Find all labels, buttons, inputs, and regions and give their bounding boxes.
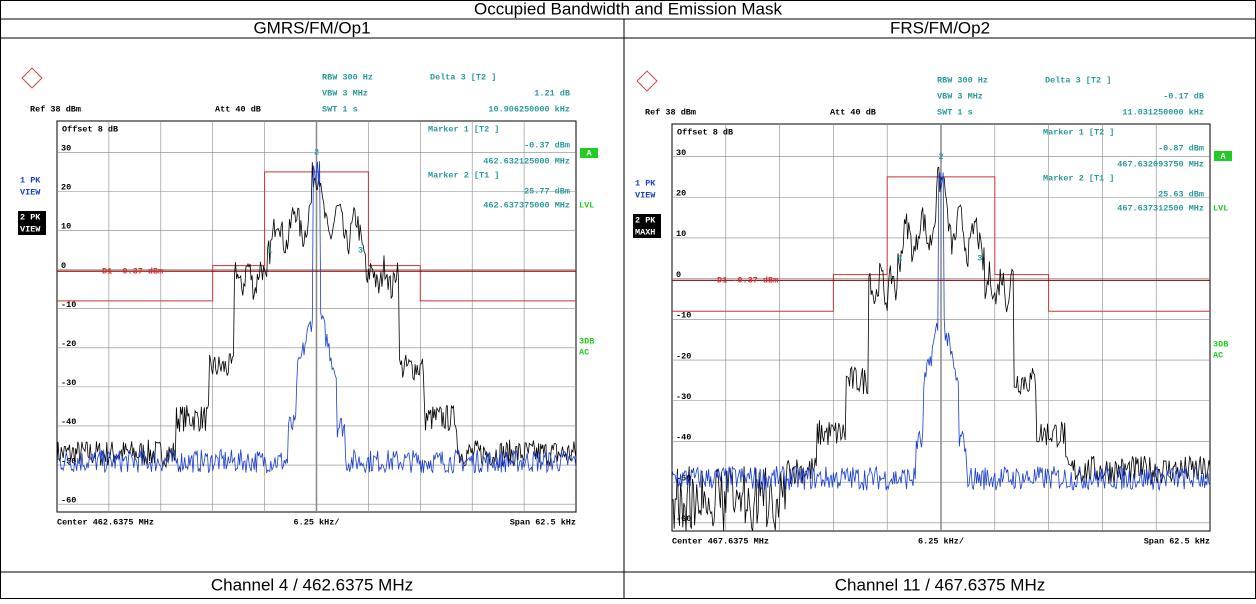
marker-1: Marker 1 [T2 ] [428,124,499,134]
logo [636,70,658,92]
display-line-label: D1 -0.37 dBm [717,276,778,286]
y-label: -30 [676,392,691,402]
marker-2-level: 25.63 dBm [1158,189,1204,199]
y-label: 0 [61,261,66,271]
delta-freq: 10.906250000 kHz [488,104,570,114]
caption: Channel 11 / 467.6375 MHz [835,575,1045,594]
y-label: -10 [61,300,76,310]
table-title: Occupied Bandwidth and Emission Mask [474,0,783,18]
trace-2-label: 2 PK [20,212,41,222]
y-label: 10 [61,222,71,232]
coupling: AC [1213,350,1223,360]
y-label: -50 [676,473,691,483]
y-label: -40 [61,417,76,427]
trace-1 [671,166,1211,532]
span-div: 6.25 kHz/ [294,517,340,527]
center-freq: Center 467.6375 MHz [672,536,769,546]
y-label: -60 [61,495,76,505]
column-heading: GMRS/FM/Op1 [253,18,370,37]
y-label: 10 [676,229,686,239]
column-heading: FRS/FM/Op2 [890,18,990,37]
y-label: -40 [676,433,691,443]
marker-1-level: -0.37 dBm [524,140,570,150]
a-badge [580,148,598,158]
swt: SWT 1 s [937,107,973,117]
trace-2-badge [633,214,661,238]
offset: Offset 8 dB [62,124,118,134]
marker-id: 3 [977,254,982,264]
display-line-label: D1 -0.37 dBm [102,266,163,276]
trace-2 [671,172,1211,492]
y-label: -50 [61,456,76,466]
offset: Offset 8 dB [677,127,733,137]
a-label: A [586,148,592,158]
logo [21,67,43,89]
marker-2: Marker 2 [T1 ] [1043,173,1114,183]
marker-2-freq: 462.637375000 MHz [483,200,570,210]
trace-1-mode: VIEW [20,187,41,197]
vbw: VBW 3 MHz [322,88,368,98]
y-label: 0 [676,270,681,280]
trace-1-mode: VIEW [635,190,656,200]
trace-1 [56,162,577,469]
span: Span 62.5 kHz [1144,536,1210,546]
marker-1: Marker 1 [T2 ] [1043,127,1114,137]
marker-1-freq: 467.632093750 MHz [1117,159,1204,169]
marker-1-freq: 462.632125000 MHz [483,156,570,166]
marker-1-level: -0.87 dBm [1158,143,1204,153]
marker-2: Marker 2 [T1 ] [428,170,499,180]
marker-2-freq: 467.637312500 MHz [1117,203,1204,213]
marker-id: 1 [897,254,902,264]
trace-2-mode: VIEW [20,224,41,234]
marker-id: 3 [358,245,363,255]
marker-2-level: 25.77 dBm [524,186,570,196]
y-label: 20 [676,189,686,199]
span-div: 6.25 kHz/ [918,536,964,546]
caption: Channel 4 / 462.6375 MHz [211,575,413,594]
delta-level: -0.17 dB [1163,91,1204,101]
y-label: -60 [676,514,691,524]
span: Span 62.5 kHz [510,517,576,527]
marker-id: 2 [938,152,943,162]
marker-id: 1 [267,245,272,255]
y-label: -10 [676,311,691,321]
a-badge [1214,151,1232,161]
trace-2-label: 2 PK [635,215,656,225]
trace-1-label: 1 PK [635,178,656,188]
lvl-label: LVL [1213,203,1228,213]
delta-marker: Delta 3 [T2 ] [430,72,496,82]
marker-id: 2 [314,148,319,158]
rbw: RBW 300 Hz [322,72,373,82]
detector: 3DB [579,336,594,346]
trace-2-mode: MAXH [635,227,655,237]
y-label: 20 [61,183,71,193]
center-freq: Center 462.6375 MHz [57,517,154,527]
coupling: AC [579,347,589,357]
detector: 3DB [1213,339,1228,349]
attenuation: Att 40 dB [830,107,876,117]
delta-freq: 11.031250000 kHz [1122,107,1204,117]
a-label: A [1220,151,1226,161]
lvl-label: LVL [579,200,594,210]
ref-level: Ref 38 dBm [645,107,696,117]
vbw: VBW 3 MHz [937,91,983,101]
rbw: RBW 300 Hz [937,75,988,85]
delta-marker: Delta 3 [T2 ] [1045,75,1111,85]
attenuation: Att 40 dB [215,104,261,114]
swt: SWT 1 s [322,104,358,114]
y-label: 30 [676,148,686,158]
y-label: 30 [61,144,71,154]
y-label: -30 [61,378,76,388]
trace-2-badge [18,211,46,235]
y-label: -20 [676,351,691,361]
trace-2 [56,161,577,474]
ref-level: Ref 38 dBm [30,104,81,114]
y-label: -20 [61,339,76,349]
trace-1-label: 1 PK [20,175,41,185]
delta-level: 1.21 dB [534,88,570,98]
